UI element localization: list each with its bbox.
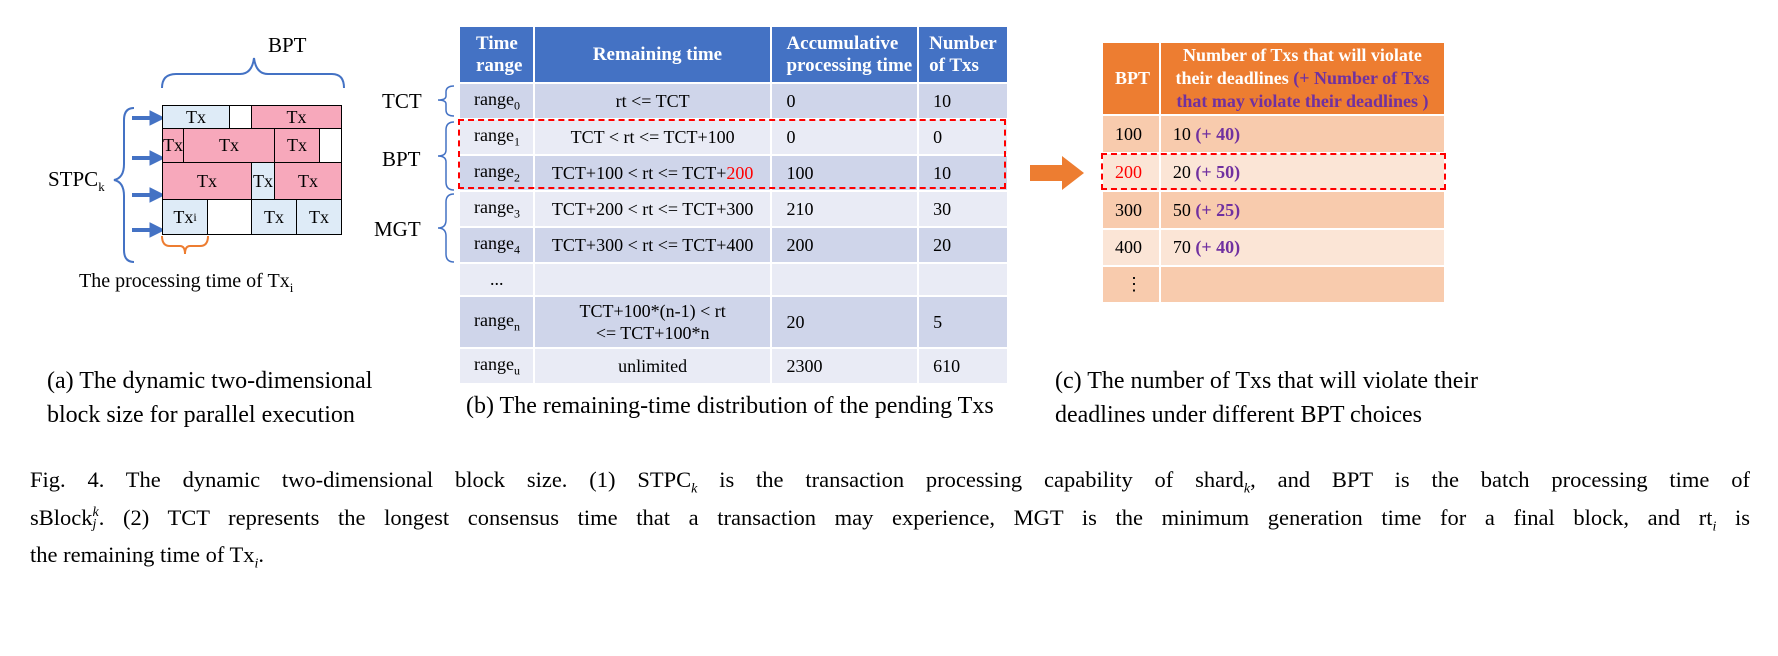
table-row: ... — [458, 262, 1009, 297]
violation-cell: 50 (+ 25) — [1158, 190, 1447, 230]
header-bpt: BPT — [1101, 41, 1161, 116]
tx-cell: Tx — [251, 162, 275, 200]
rt-cell: TCT+200 < rt <= TCT+300 — [532, 190, 773, 228]
bpt-label: BPT — [268, 33, 307, 57]
violation-cell — [1158, 265, 1447, 304]
side-braces — [437, 85, 455, 263]
num-cell: 0 — [917, 118, 1009, 156]
range-cell: rangeu — [458, 347, 535, 385]
violation-cell: 70 (+ 40) — [1158, 228, 1447, 267]
acc-cell: 100 — [770, 154, 920, 192]
num-cell: 5 — [917, 295, 1009, 349]
num-cell: 20 — [917, 226, 1009, 264]
empty-cell — [207, 199, 252, 235]
caption-b: (b) The remaining-time distribution of t… — [466, 393, 994, 419]
table-row: range4 TCT+300 < rt <= TCT+400 200 20 — [458, 226, 1009, 264]
rt-cell: rt <= TCT — [532, 82, 773, 120]
header-remaining-time: Remaining time — [532, 25, 773, 84]
highlight-box-c — [1101, 153, 1446, 190]
range-cell: range0 — [458, 82, 535, 120]
tx-cell: Tx — [251, 105, 342, 129]
header-num-txs: Number of Txs — [917, 25, 1009, 84]
acc-cell: 210 — [770, 190, 920, 228]
range-cell: rangen — [458, 295, 535, 349]
table-row: 400 70 (+ 40) — [1101, 228, 1447, 267]
num-cell: 30 — [917, 190, 1009, 228]
range-cell: range2 — [458, 154, 535, 192]
table-row: range2 TCT+100 < rt <= TCT+200 100 10 — [458, 154, 1009, 192]
rt-cell: TCT+100*(n-1) < rt <= TCT+100*n — [532, 295, 773, 349]
header-violations: Number of Txs that will violate their de… — [1158, 41, 1447, 116]
tx-cell: Tx — [162, 128, 184, 163]
bpt-cell: 100 — [1101, 114, 1161, 154]
table-row: range0 rt <= TCT 0 10 — [458, 82, 1009, 120]
proc-brace — [161, 235, 209, 255]
acc-cell — [770, 262, 920, 297]
bpt-cell: 400 — [1101, 228, 1161, 267]
bpt-cell: 300 — [1101, 190, 1161, 230]
tx-cell: Tx — [251, 199, 297, 235]
table-row: rangen TCT+100*(n-1) < rt <= TCT+100*n 20… — [458, 295, 1009, 349]
tx-cell: Tx — [274, 128, 320, 163]
caption-line-2: sBlock k j. (2) TCT represents the longest… — [30, 504, 1750, 535]
num-cell: 610 — [917, 347, 1009, 385]
empty-cell — [319, 128, 342, 163]
table-header-row: BPT Number of Txs that will violate thei… — [1101, 41, 1447, 116]
num-cell: 10 — [917, 82, 1009, 120]
num-cell — [917, 262, 1009, 297]
rt-cell: unlimited — [532, 347, 773, 385]
empty-cell — [229, 105, 252, 129]
stpc-label: STPCk — [48, 167, 105, 195]
tct-label: TCT — [382, 89, 422, 113]
bpt-cell: 200 — [1101, 152, 1161, 192]
acc-cell: 2300 — [770, 347, 920, 385]
rt-cell: TCT+300 < rt <= TCT+400 — [532, 226, 773, 264]
mgt-label: MGT — [374, 217, 421, 241]
bpt-brace — [161, 57, 345, 89]
violation-cell: 10 (+ 40) — [1158, 114, 1447, 154]
num-cell: 10 — [917, 154, 1009, 192]
tx-cell: Tx — [162, 105, 230, 129]
table-header-row: Time range Remaining time Accumulative pro… — [458, 25, 1009, 84]
bpt-side-label: BPT — [382, 147, 421, 171]
caption-c: (c) The number of Txs that will violate … — [1055, 368, 1478, 428]
table-row: range1 TCT < rt <= TCT+100 0 0 — [458, 118, 1009, 156]
proc-label: The processing time of Txi — [79, 270, 294, 295]
header-acc-time: Accumulative processing time — [770, 25, 920, 84]
rt-cell — [532, 262, 773, 297]
remaining-time-table: Time range Remaining time Accumulative pro… — [458, 25, 1009, 385]
range-cell: range4 — [458, 226, 535, 264]
rt-cell: TCT+100 < rt <= TCT+200 — [532, 154, 773, 192]
bpt-cell: ⋮ — [1101, 265, 1161, 304]
figure-caption: Fig. 4. The dynamic two-dimensional bloc… — [30, 466, 1750, 579]
table-row: rangeu unlimited 2300 610 — [458, 347, 1009, 385]
table-row: range3 TCT+200 < rt <= TCT+300 210 30 — [458, 190, 1009, 228]
tx-cell: Tx — [162, 162, 252, 200]
highlight-box-b — [458, 119, 1006, 189]
acc-cell: 200 — [770, 226, 920, 264]
range-cell: ... — [458, 262, 535, 297]
tx-cell: Tx — [296, 199, 342, 235]
caption-a: (a) The dynamic two-dimensional block si… — [47, 368, 373, 428]
table-row: 100 10 (+ 40) — [1101, 114, 1447, 154]
acc-cell: 20 — [770, 295, 920, 349]
violation-table: BPT Number of Txs that will violate thei… — [1101, 41, 1447, 304]
tx-cell: Tx — [183, 128, 275, 163]
acc-cell: 0 — [770, 82, 920, 120]
tx-cell: Tx — [274, 162, 342, 200]
table-row: ⋮ — [1101, 265, 1447, 304]
header-time-range: Time range — [458, 25, 535, 84]
stpc-brace-arrows — [113, 107, 166, 263]
caption-line-3: the remaining time of Txi. — [30, 542, 265, 572]
range-cell: range3 — [458, 190, 535, 228]
table-row: 300 50 (+ 25) — [1101, 190, 1447, 230]
caption-line-1: Fig. 4. The dynamic two-dimensional bloc… — [30, 467, 1750, 497]
txi-cell: Tx i — [162, 199, 208, 235]
orange-arrow-icon — [1030, 156, 1084, 190]
